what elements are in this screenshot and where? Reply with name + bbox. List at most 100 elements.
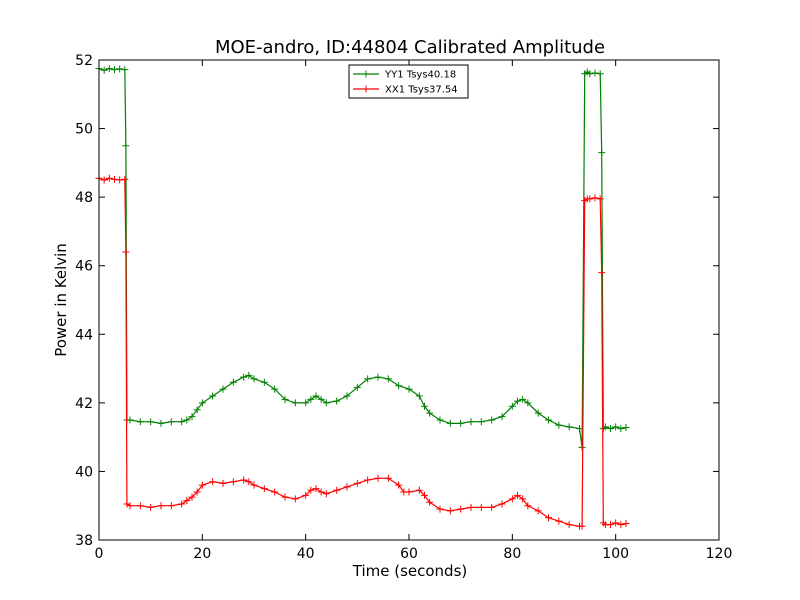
data-point-marker (126, 416, 134, 424)
data-point-marker (193, 488, 201, 496)
data-point-marker (415, 392, 423, 400)
data-point-marker (524, 399, 532, 407)
data-point-marker (519, 495, 527, 503)
legend-marker (362, 70, 370, 78)
data-point-marker (395, 481, 403, 489)
data-point-marker (147, 418, 155, 426)
data-point-marker (353, 479, 361, 487)
data-point-marker (374, 474, 382, 482)
ticks: 0 20 40 60 80 100 120 38 40 42 44 46 48 50 52 (75, 53, 732, 562)
data-point-marker (245, 478, 253, 486)
y-tick-label: 44 (75, 327, 93, 343)
y-tick-label: 38 (75, 533, 93, 549)
data-point-marker (307, 395, 315, 403)
data-point-marker (622, 424, 630, 432)
data-point-marker (436, 505, 444, 513)
data-point-marker (105, 65, 113, 73)
data-point-marker (209, 392, 217, 400)
data-point-marker (596, 195, 604, 203)
data-point-marker (508, 402, 516, 410)
data-point-marker (395, 382, 403, 390)
data-point-marker (245, 371, 253, 379)
x-tick-label: 0 (95, 546, 104, 562)
data-point-marker (405, 488, 413, 496)
data-point-marker (612, 519, 620, 527)
data-point-marker (545, 416, 552, 424)
data-point-marker (111, 66, 118, 74)
x-tick-label: 120 (706, 546, 733, 562)
data-point-marker (271, 385, 279, 393)
data-point-marker (229, 478, 237, 486)
data-point-marker (183, 416, 191, 424)
data-point-marker (147, 503, 155, 511)
data-point-marker (271, 488, 279, 496)
data-point-marker (596, 70, 604, 78)
data-point-marker (508, 495, 516, 503)
data-point-marker (467, 503, 475, 511)
data-point-marker (598, 269, 606, 277)
data-point-marker (578, 443, 586, 451)
data-point-marker (291, 399, 299, 407)
data-point-marker (353, 383, 361, 391)
data-point-marker (415, 486, 423, 494)
data-point-marker (281, 395, 289, 403)
legend-marker (362, 85, 370, 93)
data-point-marker (488, 503, 496, 511)
data-point-marker (333, 486, 341, 494)
y-tick-label: 50 (75, 122, 93, 138)
data-point-marker (167, 502, 175, 510)
data-point-marker (219, 479, 227, 487)
data-point-marker (617, 521, 625, 529)
data-point-marker (302, 399, 310, 407)
data-point-marker (260, 378, 268, 386)
data-point-marker (188, 493, 196, 501)
data-point-marker (116, 65, 124, 73)
legend-box (348, 64, 469, 99)
data-point-marker (384, 474, 392, 482)
data-point-marker (421, 402, 428, 410)
data-point-marker (514, 397, 521, 405)
data-point-marker (617, 425, 625, 433)
data-point-marker (122, 142, 130, 150)
data-point-marker (534, 409, 542, 417)
data-point-marker (555, 517, 563, 525)
data-point-marker (607, 425, 614, 433)
data-point-marker (498, 500, 506, 508)
data-point-marker (343, 392, 351, 400)
data-point-marker (100, 66, 108, 74)
data-point-marker (591, 69, 599, 77)
data-point-marker (586, 70, 594, 78)
data-point-marker (607, 521, 614, 529)
data-point-marker (111, 175, 118, 183)
data-point-marker (302, 491, 310, 499)
data-point-marker (514, 491, 521, 499)
data-point-marker (121, 175, 129, 183)
data-point-marker (250, 481, 258, 489)
data-point-marker (612, 423, 620, 431)
data-point-marker (586, 195, 594, 203)
data-point-marker (136, 502, 144, 510)
data-point-marker (105, 174, 113, 182)
series-2 (95, 174, 630, 530)
data-point-marker (167, 418, 175, 426)
data-point-marker (524, 502, 532, 510)
data-point-marker (343, 483, 351, 491)
data-point-marker (322, 490, 330, 498)
data-point-marker (260, 485, 268, 493)
legend-label: XX1 Tsys37.54 (385, 85, 458, 96)
data-point-marker (545, 514, 552, 522)
data-point-marker (576, 425, 583, 433)
data-point-marker (333, 397, 341, 405)
x-tick-label: 40 (297, 546, 315, 562)
data-point-marker (198, 399, 206, 407)
data-point-marker (421, 491, 428, 499)
data-point-marker (364, 375, 372, 383)
data-point-marker (291, 495, 299, 503)
data-point-marker (250, 375, 258, 383)
data-point-marker (317, 488, 325, 496)
plot-area (95, 65, 630, 530)
y-tick-label: 52 (75, 53, 93, 69)
data-point-marker (591, 194, 599, 202)
legend: YY1 Tsys40.18 XX1 Tsys37.54 (348, 64, 469, 99)
data-point-marker (188, 413, 196, 421)
